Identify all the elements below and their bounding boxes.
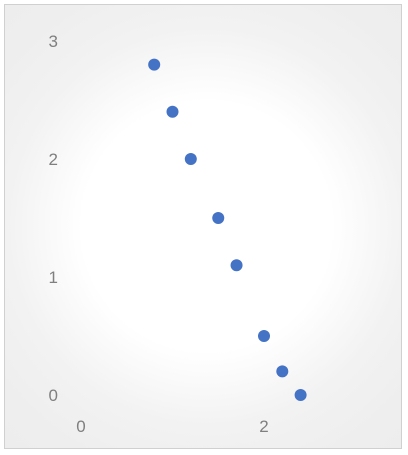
- y-tick-label: 2: [49, 150, 58, 169]
- data-point: [166, 105, 179, 118]
- y-tick-label: 0: [49, 386, 58, 405]
- y-tick-label: 3: [49, 32, 58, 51]
- data-point: [212, 212, 225, 224]
- chart-area: [4, 4, 402, 449]
- data-point: [184, 153, 197, 165]
- data-point: [276, 365, 289, 378]
- y-tick-label: 1: [49, 268, 58, 287]
- x-tick-label: 2: [259, 417, 268, 436]
- scatter-series: [148, 58, 307, 401]
- x-tick-label: 0: [76, 417, 85, 436]
- y-axis-tick-labels: 0 1 2 3: [49, 32, 58, 405]
- data-point: [258, 330, 270, 342]
- data-point: [294, 389, 307, 401]
- data-point: [230, 259, 243, 272]
- data-point: [148, 58, 161, 71]
